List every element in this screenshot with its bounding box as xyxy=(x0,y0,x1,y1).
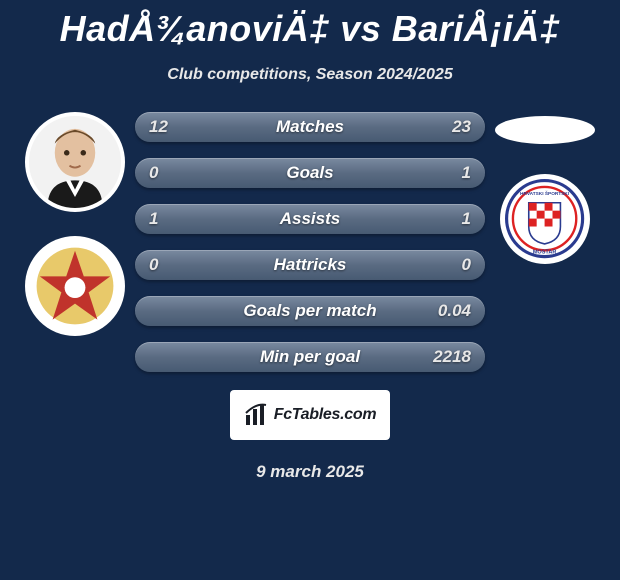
stat-left-value: 0 xyxy=(149,163,158,183)
stat-row-min-per-goal: Min per goal 2218 xyxy=(135,342,485,372)
page-title: HadÅ¾anoviÄ‡ vs BariÅ¡iÄ‡ xyxy=(0,0,620,50)
player-left-club-badge xyxy=(25,236,125,336)
stat-label: Hattricks xyxy=(274,255,347,275)
stat-right-value: 0 xyxy=(462,255,471,275)
player-left-avatar xyxy=(25,112,125,212)
player-right-club-badge: HRVATSKI ŠPORTSKI MOSTAR xyxy=(500,174,590,264)
stat-row-matches: 12 Matches 23 xyxy=(135,112,485,142)
footer-brand: FcTables.com xyxy=(230,390,390,440)
footer-brand-text: FcTables.com xyxy=(274,406,377,424)
stat-label: Assists xyxy=(280,209,340,229)
subtitle: Club competitions, Season 2024/2025 xyxy=(0,66,620,84)
chart-bars-icon xyxy=(244,403,268,427)
stat-left-value: 12 xyxy=(149,117,168,137)
stat-label: Matches xyxy=(276,117,344,137)
stat-label: Goals xyxy=(286,163,333,183)
left-column xyxy=(15,112,135,372)
player-right-avatar-placeholder xyxy=(495,116,595,144)
svg-text:MOSTAR: MOSTAR xyxy=(533,250,557,256)
right-column: HRVATSKI ŠPORTSKI MOSTAR xyxy=(485,112,605,372)
stat-right-value: 23 xyxy=(452,117,471,137)
stat-right-value: 1 xyxy=(462,209,471,229)
stat-right-value: 0.04 xyxy=(438,301,471,321)
stat-right-value: 2218 xyxy=(433,347,471,367)
player-head-icon xyxy=(29,116,121,208)
stat-left-value: 0 xyxy=(149,255,158,275)
comparison-layout: 12 Matches 23 0 Goals 1 1 Assists 1 0 Ha… xyxy=(0,112,620,372)
stat-row-assists: 1 Assists 1 xyxy=(135,204,485,234)
stat-row-goals-per-match: Goals per match 0.04 xyxy=(135,296,485,326)
stat-row-goals: 0 Goals 1 xyxy=(135,158,485,188)
stat-row-hattricks: 0 Hattricks 0 xyxy=(135,250,485,280)
stat-left-value: 1 xyxy=(149,209,158,229)
stat-label: Min per goal xyxy=(260,347,360,367)
zrinjski-badge-icon: HRVATSKI ŠPORTSKI MOSTAR xyxy=(505,179,584,258)
stats-column: 12 Matches 23 0 Goals 1 1 Assists 1 0 Ha… xyxy=(135,112,485,372)
red-star-badge-icon xyxy=(35,246,115,326)
match-date: 9 march 2025 xyxy=(0,462,620,482)
stat-right-value: 1 xyxy=(462,163,471,183)
stat-label: Goals per match xyxy=(243,301,376,321)
